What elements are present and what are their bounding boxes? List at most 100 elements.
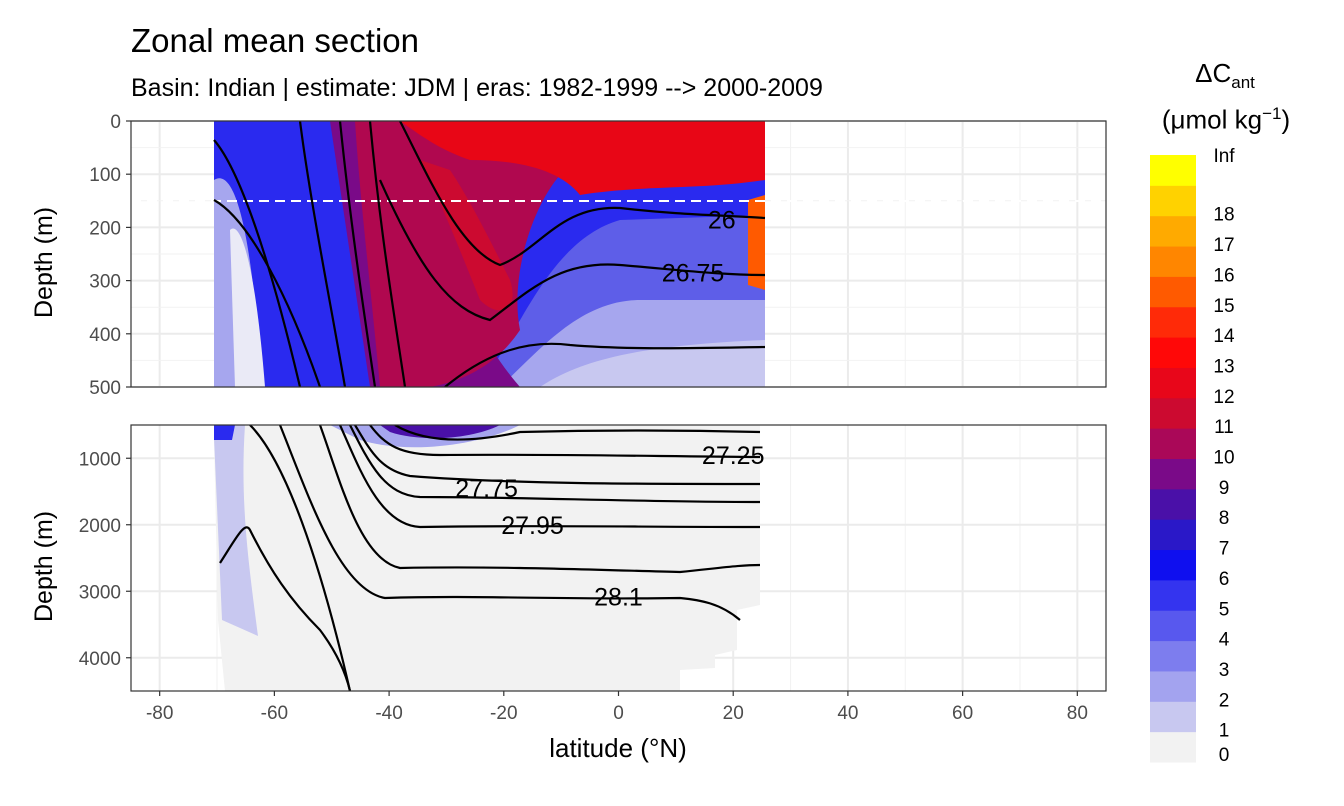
legend-label: 18 [1213,205,1234,226]
legend-label: 3 [1219,660,1230,681]
y-tick-label: 100 [89,165,121,186]
legend-title: ΔCant [1170,58,1280,93]
legend-label: 15 [1213,296,1234,317]
y-tick-label: 200 [89,218,121,239]
band-pale [540,340,765,387]
legend-color-cell [1150,185,1196,217]
x-tick-label: 80 [1067,703,1088,724]
isopycnal-line [369,425,761,459]
contour-label: 26.75 [662,260,725,288]
contour-label: 28.1 [594,584,643,612]
contour-label: 27.95 [501,512,564,540]
chart-subtitle: Basin: Indian | estimate: JDM | eras: 19… [131,74,823,102]
isopycnal-line [378,179,766,322]
y-tick-label: 0 [110,112,121,133]
legend-title-main: ΔC [1195,58,1232,88]
isopycnal-line [249,425,352,691]
legend-label: 9 [1219,478,1230,499]
legend-color-cell [1150,640,1196,672]
legend-label: 11 [1214,417,1234,438]
legend-color-cell [1150,458,1196,490]
chart-title: Zonal mean section [131,22,419,59]
legend-color-cell [1150,670,1196,702]
isopycnal-line [338,121,377,387]
legend-color-cell [1150,155,1196,186]
legend-label: 2 [1219,690,1230,711]
legend-color-cell [1150,367,1196,399]
isopycnal-line [368,121,407,387]
legend-label: 7 [1219,539,1230,560]
x-tick-label: 20 [723,703,744,724]
field-base-lower [214,425,760,691]
legend-unit-sup: −1 [1262,104,1282,123]
isopycnal-line [349,425,761,504]
isopycnal-line [318,425,761,574]
legend-color-cell [1150,610,1196,642]
lower-y-axis: 1000 2000 3000 4000 [79,449,131,670]
legend-label: 4 [1219,630,1230,651]
x-tick-label: -20 [490,703,517,724]
band-top-west-blue [214,425,235,440]
legend-unit-main: (μmol kg [1161,104,1263,135]
legend-color-cell [1150,428,1196,459]
band-west-lavender [214,425,258,636]
y-axis-label-upper: Depth (m) [30,206,58,318]
upper-panel-border [130,120,1107,388]
y-tick-label: 2000 [79,516,121,537]
y-tick-label: 500 [89,378,121,399]
isopycnal-line [213,139,302,387]
legend-label: 17 [1213,235,1234,256]
legend-label: 10 [1213,448,1234,469]
legend-color-cell [1150,306,1196,338]
x-axis-label-text: latitude (°N) [549,733,687,763]
legend-unit-end: ) [1281,104,1291,135]
x-tick-label: 60 [952,703,973,724]
upper-contour-labels: 26 26.75 [662,206,736,287]
legend-color-cell [1150,276,1196,308]
isopycnal-line [278,425,741,621]
lower-contour-labels: 27.25 27.75 27.95 28.1 [455,442,764,612]
legend-label: Inf [1213,146,1235,167]
isopycnal-line [338,425,761,529]
contour-label: 27.75 [455,475,518,503]
band-red-tongue [420,160,513,311]
x-axis: -80 -60 -40 -20 0 20 40 60 80 [146,691,1088,724]
x-tick-label: 40 [837,703,858,724]
isopycnal-line [354,425,761,486]
legend-color-cell [1150,337,1196,368]
legend-label: 13 [1213,356,1234,377]
legend-label: 5 [1219,599,1230,620]
x-tick-label: -40 [375,703,402,724]
isopycnal-line [399,121,766,267]
y-tick-label: 1000 [79,449,121,470]
band-west-white [230,228,265,387]
y-tick-label: 3000 [79,582,121,603]
isopycnal-line [213,199,322,387]
contour-label: 26 [708,206,736,234]
legend-color-cell [1150,397,1196,429]
band-red [400,121,765,195]
legend-label: 14 [1213,326,1235,347]
isopycnal-line [219,526,352,691]
legend-label: 12 [1213,387,1234,408]
isopycnal-line [444,342,766,387]
x-tick-label: 0 [613,703,624,724]
legend-label: 16 [1213,265,1234,286]
isopycnal-line [298,121,347,387]
legend-color-cell [1150,519,1196,551]
legend-label: 1 [1219,721,1230,742]
x-tick-label: -80 [146,703,173,724]
legend-color-cell [1150,488,1196,520]
lower-panel: 27.25 27.75 27.95 28.1 1000 2000 3000 4000 [79,424,1107,692]
lower-heatmap-field [214,425,761,691]
y-tick-label: 300 [89,272,121,293]
legend-color-cell [1150,549,1196,581]
upper-heatmap-field [131,121,1106,387]
y-axis-label-lower: Depth (m) [30,510,58,622]
legend-color-cell [1150,215,1196,247]
legend-label: 6 [1219,569,1230,590]
legend-label: 0 [1219,745,1230,766]
legend-color-cell [1150,731,1196,763]
